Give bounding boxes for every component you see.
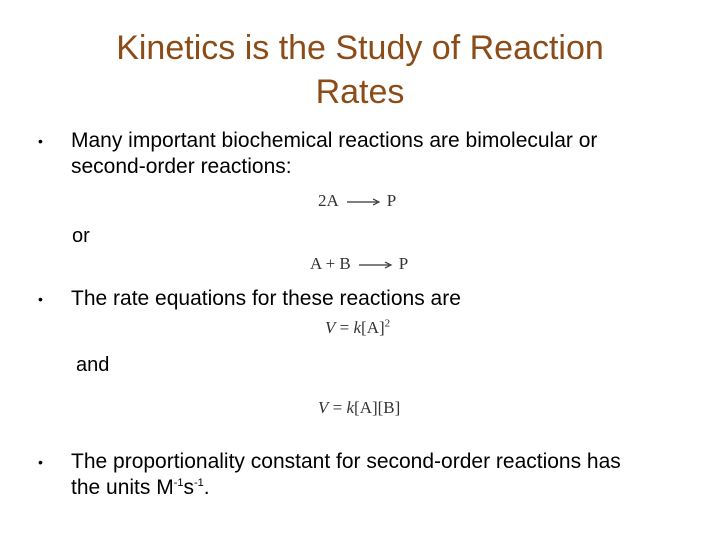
rate-constant: k bbox=[346, 398, 355, 417]
bullet-3-line-1: The proportionality constant for second-… bbox=[71, 450, 621, 473]
bullet-2-line-1: The rate equations for these reactions a… bbox=[71, 287, 461, 310]
bullet-1-text: Many important biochemical reactions are… bbox=[71, 128, 691, 180]
connector-and: and bbox=[76, 354, 110, 376]
reaction-equation-2: A + B P bbox=[310, 254, 408, 274]
bullet-marker: • bbox=[38, 133, 43, 149]
units-seconds: s bbox=[183, 476, 195, 499]
rate-equation-2: V = k[A][B] bbox=[318, 398, 400, 418]
units-period: . bbox=[203, 476, 210, 499]
exponent: 2 bbox=[384, 317, 391, 330]
rate-equation-1: V = k[A]2 bbox=[325, 318, 390, 338]
product: P bbox=[398, 254, 409, 273]
rate-symbol: V bbox=[325, 318, 336, 337]
bullet-1-line-1: Many important biochemical reactions are… bbox=[71, 129, 598, 152]
rate-constant: k bbox=[353, 318, 362, 337]
connector-or: or bbox=[72, 225, 90, 247]
slide-title: Kinetics is the Study of Reaction Rates bbox=[0, 26, 720, 114]
concentration-term: [A] bbox=[361, 318, 385, 337]
arrow-right-icon bbox=[346, 198, 381, 206]
bullet-3-text: The proportionality constant for second-… bbox=[71, 449, 691, 501]
concentration-term-b: [B] bbox=[377, 398, 401, 417]
title-line-1: Kinetics is the Study of Reaction bbox=[116, 29, 604, 67]
bullet-marker: • bbox=[38, 454, 43, 470]
bullet-1-line-2: second-order reactions: bbox=[71, 155, 292, 178]
equals-sign: = bbox=[339, 318, 350, 337]
units-exponent-1: -1 bbox=[173, 477, 184, 489]
arrow-right-icon bbox=[358, 261, 393, 269]
product: P bbox=[386, 191, 397, 210]
reaction-equation-1: 2A P bbox=[318, 191, 396, 211]
bullet-3-line-2: the units M-1s-1. bbox=[71, 475, 691, 501]
bullet-2-text: The rate equations for these reactions a… bbox=[71, 286, 691, 312]
rate-symbol: V bbox=[318, 398, 329, 417]
units-prefix: the units M bbox=[71, 476, 174, 499]
reactants: A + B bbox=[310, 254, 351, 273]
bullet-marker: • bbox=[38, 291, 43, 307]
concentration-term-a: [A] bbox=[354, 398, 378, 417]
units-exponent-2: -1 bbox=[194, 477, 204, 489]
reactant: 2A bbox=[318, 191, 339, 210]
equals-sign: = bbox=[332, 398, 343, 417]
title-line-2: Rates bbox=[315, 73, 405, 111]
